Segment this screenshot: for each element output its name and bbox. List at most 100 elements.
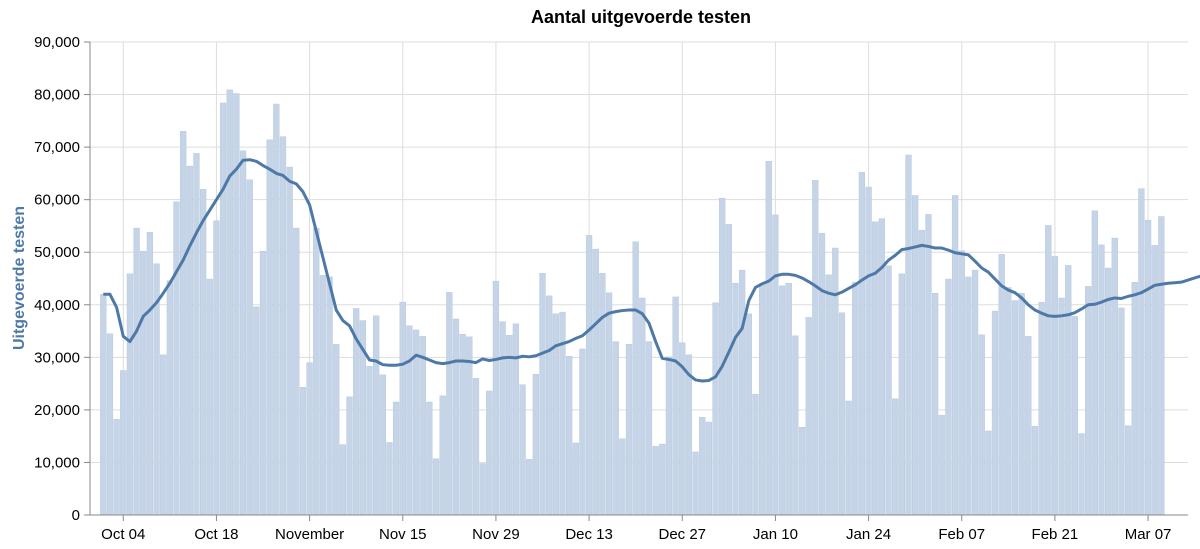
bar — [140, 250, 147, 516]
bar — [912, 195, 919, 516]
x-tick-label: Oct 04 — [101, 526, 145, 543]
trend-line — [103, 158, 1200, 383]
bar — [106, 333, 114, 516]
bar — [113, 419, 120, 516]
bar — [1051, 256, 1059, 516]
bar — [1011, 300, 1019, 516]
bar — [426, 401, 433, 516]
x-tick-label: Jan 24 — [846, 526, 891, 543]
bar — [399, 301, 406, 516]
bar — [985, 430, 992, 516]
bar — [825, 274, 832, 516]
bar — [219, 102, 227, 516]
bar — [612, 341, 619, 516]
bar — [472, 378, 480, 516]
bar — [785, 283, 792, 516]
bar — [659, 443, 666, 516]
bar — [1158, 216, 1165, 516]
x-tick-label: Feb 07 — [938, 526, 985, 543]
bar — [585, 235, 593, 516]
bar — [665, 356, 673, 516]
bar — [772, 214, 779, 516]
bar — [758, 283, 766, 516]
bar — [546, 295, 553, 516]
x-tick-label: Mar 07 — [1125, 526, 1172, 543]
bar — [1085, 286, 1092, 516]
bar — [213, 220, 220, 516]
bar — [299, 387, 307, 516]
bar — [938, 414, 945, 516]
bar — [1138, 188, 1145, 516]
y-tick-label: 70,000 — [34, 139, 80, 156]
bar — [346, 396, 353, 516]
bar — [392, 401, 400, 516]
bar — [479, 463, 486, 516]
bar — [233, 93, 240, 516]
bar — [126, 273, 134, 516]
chart-title: Aantal uitgevoerde testen — [531, 7, 751, 27]
y-tick-label: 30,000 — [34, 349, 80, 366]
bar — [865, 186, 872, 516]
bar — [1091, 210, 1098, 516]
bar — [965, 276, 972, 516]
bar — [386, 442, 393, 516]
bar — [645, 341, 653, 516]
bar — [778, 285, 786, 516]
bar — [858, 172, 866, 516]
y-tick-label: 80,000 — [34, 87, 80, 104]
bar — [1031, 425, 1039, 516]
bar — [419, 336, 426, 516]
bar — [406, 325, 413, 516]
bar — [173, 201, 180, 516]
bar — [180, 131, 187, 516]
bar — [466, 336, 473, 516]
bar — [452, 318, 460, 516]
bar — [306, 362, 313, 516]
bar — [1144, 219, 1152, 516]
bar — [133, 227, 140, 516]
bar — [712, 302, 719, 516]
bar — [1058, 297, 1065, 516]
bar — [599, 273, 606, 516]
bar — [319, 275, 327, 516]
bar — [273, 103, 280, 516]
bar — [579, 348, 586, 516]
bar — [266, 139, 273, 516]
bar — [978, 334, 985, 516]
bar — [1038, 301, 1045, 516]
bar — [279, 136, 287, 516]
y-tick-label: 60,000 — [34, 192, 80, 209]
bar — [160, 354, 167, 516]
bar — [898, 273, 905, 516]
bar — [905, 154, 912, 516]
x-tick-label: Feb 21 — [1032, 526, 1079, 543]
bar — [526, 459, 533, 516]
bar — [1005, 287, 1012, 516]
bar — [852, 281, 859, 516]
y-tick-label: 0 — [72, 507, 80, 524]
bar — [925, 214, 932, 516]
bar — [326, 276, 333, 516]
bar — [1118, 307, 1125, 516]
axes — [84, 41, 1188, 521]
bar — [313, 227, 320, 516]
bar — [1098, 244, 1105, 516]
bar — [798, 427, 806, 516]
bar — [366, 366, 373, 516]
bar — [333, 343, 340, 516]
x-tick-label: Dec 27 — [658, 526, 706, 543]
y-tick-label: 10,000 — [34, 454, 80, 471]
bar — [100, 294, 107, 516]
bars — [100, 89, 1165, 516]
bar — [752, 393, 759, 516]
bar — [486, 390, 493, 516]
y-tick-label: 40,000 — [34, 297, 80, 314]
bar — [439, 395, 446, 516]
bar — [226, 89, 233, 516]
y-tick-label: 90,000 — [34, 34, 80, 51]
bar — [619, 438, 626, 516]
bar — [739, 269, 746, 516]
x-tick-label: Jan 10 — [753, 526, 798, 543]
bar — [725, 224, 732, 516]
